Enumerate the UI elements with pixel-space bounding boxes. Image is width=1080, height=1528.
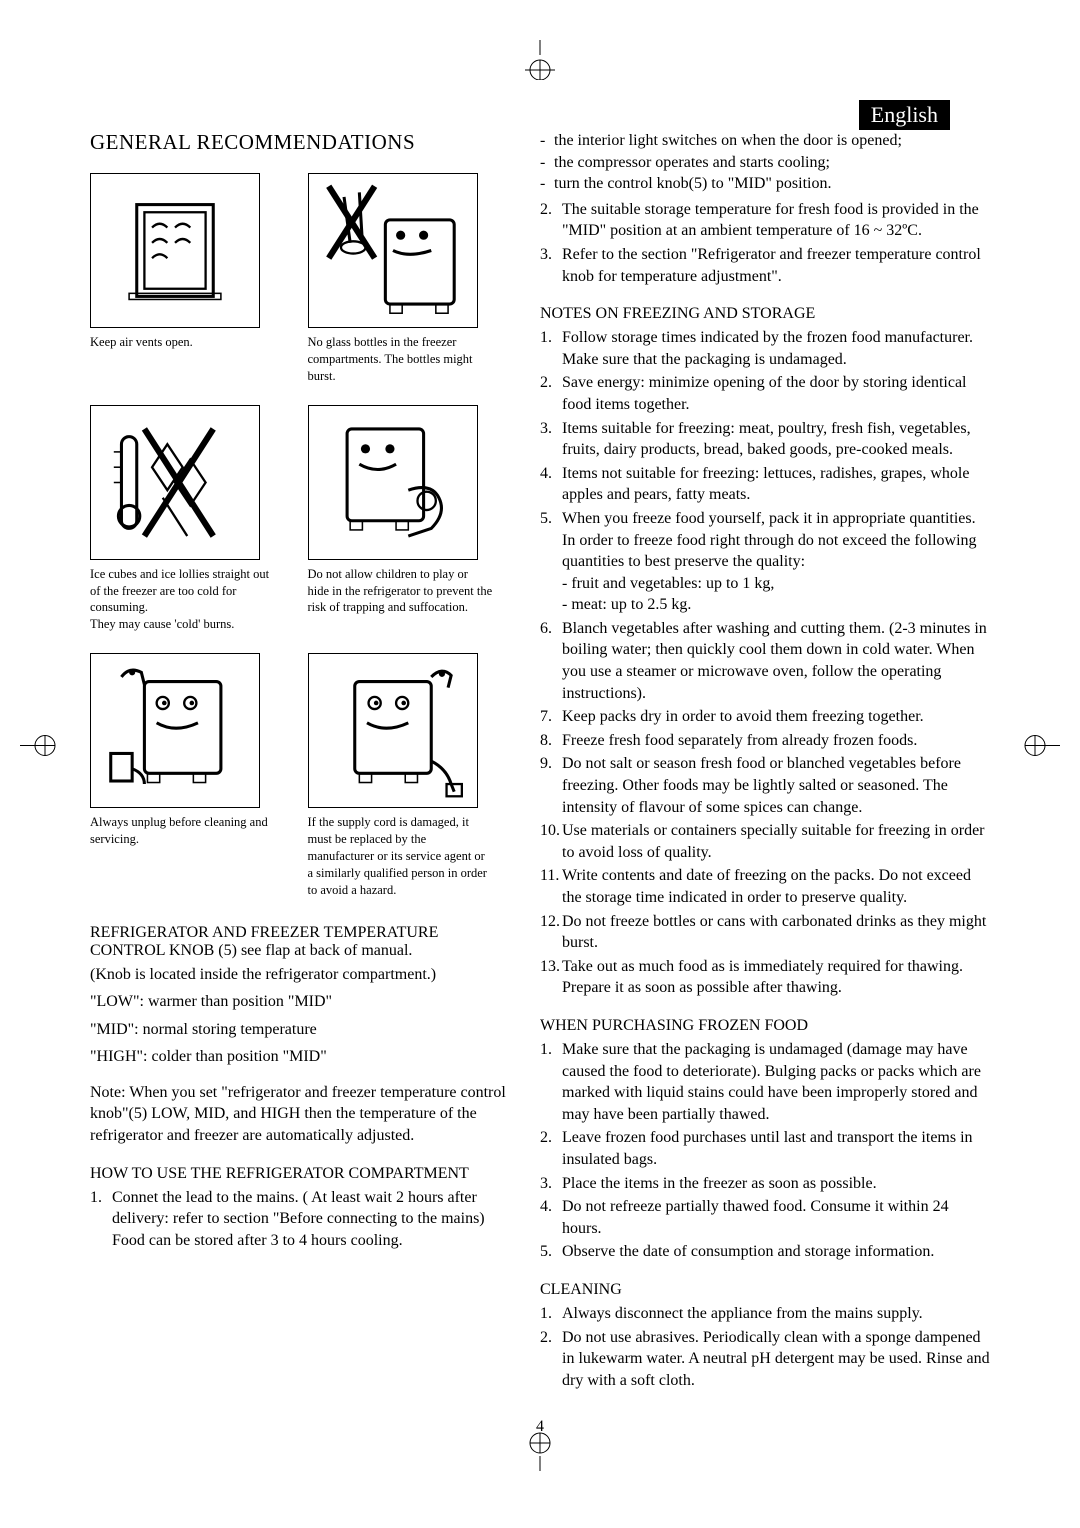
- htu-bullets: -the interior light switches on when the…: [540, 130, 990, 195]
- icon-caption: If the supply cord is damaged, it must b…: [308, 814, 493, 898]
- icon-cell-unplug: Always unplug before cleaning and servic…: [90, 653, 293, 898]
- icon-cell-children: Do not allow children to play or hide in…: [308, 405, 511, 634]
- icon-cell-cord: If the supply cord is damaged, it must b…: [308, 653, 511, 898]
- cleaning-list: 1.Always disconnect the appliance from t…: [540, 1303, 990, 1391]
- icon-caption: Ice cubes and ice lollies straight out o…: [90, 566, 275, 634]
- frz-7: Keep packs dry in order to avoid them fr…: [562, 706, 990, 728]
- knob-line-2: "MID": normal storing temperature: [90, 1019, 510, 1041]
- temp-knob-heading: REFRIGERATOR AND FREEZER TEMPERATURE CON…: [90, 924, 510, 960]
- freezing-heading: NOTES ON FREEZING AND STORAGE: [540, 305, 990, 323]
- ice-cold-icon: [90, 405, 260, 560]
- how-to-use-list: 1.Connet the lead to the mains. ( At lea…: [90, 1187, 510, 1252]
- no-bottles-icon: [308, 173, 478, 328]
- knob-line-0: (Knob is located inside the refrigerator…: [90, 964, 510, 986]
- knob-line-1: "LOW": warmer than position "MID": [90, 991, 510, 1013]
- cln-2: Do not use abrasives. Periodically clean…: [562, 1327, 990, 1392]
- frz-3: Items suitable for freezing: meat, poult…: [562, 418, 990, 461]
- frz-5: When you freeze food yourself, pack it i…: [562, 508, 990, 616]
- frz-11: Write contents and date of freezing on t…: [562, 865, 990, 908]
- icon-caption: Keep air vents open.: [90, 334, 275, 351]
- frz-12: Do not freeze bottles or cans with carbo…: [562, 911, 990, 954]
- frz-1: Follow storage times indicated by the fr…: [562, 327, 990, 370]
- htu-item2: The suitable storage temperature for fre…: [562, 199, 990, 242]
- frz-10: Use materials or containers specially su…: [562, 820, 990, 863]
- cleaning-heading: CLEANING: [540, 1281, 990, 1299]
- knob-line-3: "HIGH": colder than position "MID": [90, 1046, 510, 1068]
- how-to-use-heading: HOW TO USE THE REFRIGERATOR COMPARTMENT: [90, 1165, 510, 1183]
- frz-8: Freeze fresh food separately from alread…: [562, 730, 990, 752]
- pur-5: Observe the date of consumption and stor…: [562, 1241, 990, 1263]
- pur-4: Do not refreeze partially thawed food. C…: [562, 1196, 990, 1239]
- htu-bullet-2: turn the control knob(5) to "MID" positi…: [554, 173, 831, 195]
- right-column: -the interior light switches on when the…: [540, 130, 990, 1393]
- frz-9: Do not salt or season fresh food or blan…: [562, 753, 990, 818]
- htu-item3: Refer to the section "Refrigerator and f…: [562, 244, 990, 287]
- icon-caption: No glass bottles in the freezer compartm…: [308, 334, 493, 385]
- frz-13: Take out as much food as is immediately …: [562, 956, 990, 999]
- page-title: GENERAL RECOMMENDATIONS: [90, 130, 510, 155]
- cln-1: Always disconnect the appliance from the…: [562, 1303, 990, 1325]
- htu-bullet-1: the compressor operates and starts cooli…: [554, 152, 830, 174]
- page-number: 4: [90, 1418, 990, 1436]
- frz-4: Items not suitable for freezing: lettuce…: [562, 463, 990, 506]
- vents-open-icon: [90, 173, 260, 328]
- icon-caption: Do not allow children to play or hide in…: [308, 566, 493, 617]
- temp-knob-tail: see flap at back of manual.: [237, 942, 412, 959]
- htu-bullet-0: the interior light switches on when the …: [554, 130, 902, 152]
- pur-2: Leave frozen food purchases until last a…: [562, 1127, 990, 1170]
- recommendations-icon-grid: Keep air vents open.: [90, 173, 510, 899]
- page-content: GENERAL RECOMMENDATIONS Keep air vents o…: [0, 0, 1080, 1496]
- purchasing-list: 1.Make sure that the packaging is undama…: [540, 1039, 990, 1263]
- unplug-icon: [90, 653, 260, 808]
- knob-note: Note: When you set "refrigerator and fre…: [90, 1082, 510, 1147]
- icon-caption: Always unplug before cleaning and servic…: [90, 814, 275, 848]
- cord-damaged-icon: [308, 653, 478, 808]
- icon-cell-icecubes: Ice cubes and ice lollies straight out o…: [90, 405, 293, 634]
- htu-item1: Connet the lead to the mains. ( At least…: [112, 1187, 510, 1252]
- pur-1: Make sure that the packaging is undamage…: [562, 1039, 990, 1125]
- icon-cell-bottles: No glass bottles in the freezer compartm…: [308, 173, 511, 385]
- pur-3: Place the items in the freezer as soon a…: [562, 1173, 990, 1195]
- left-column: GENERAL RECOMMENDATIONS Keep air vents o…: [90, 130, 510, 1393]
- icon-cell-vents: Keep air vents open.: [90, 173, 293, 385]
- purchasing-heading: WHEN PURCHASING FROZEN FOOD: [540, 1017, 990, 1035]
- frz-6: Blanch vegetables after washing and cutt…: [562, 618, 990, 704]
- how-to-use-list-cont: 2.The suitable storage temperature for f…: [540, 199, 990, 287]
- no-children-icon: [308, 405, 478, 560]
- freezing-list: 1.Follow storage times indicated by the …: [540, 327, 990, 999]
- frz-2: Save energy: minimize opening of the doo…: [562, 372, 990, 415]
